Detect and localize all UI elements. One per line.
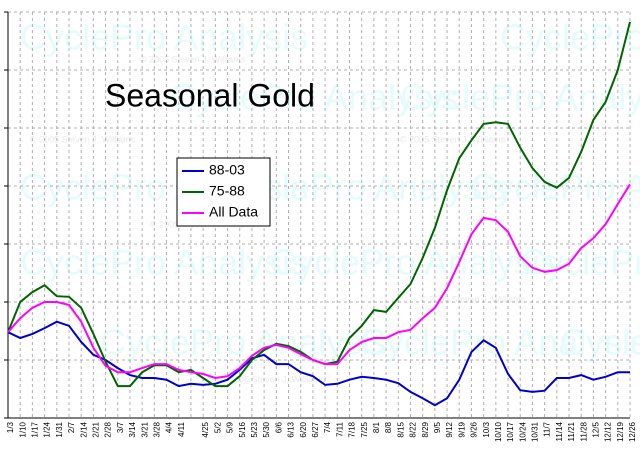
watermark: CyclePro Analysis — [500, 17, 640, 58]
x-tick-label: 8/8 — [384, 421, 393, 433]
x-tick-label: 4/25 — [201, 421, 210, 437]
x-tick-label: 9/5 — [433, 421, 442, 433]
x-tick-label: 4/4 — [165, 421, 174, 433]
copyright: © 2005 Steven J. Williams — [420, 294, 526, 304]
line — [7, 183, 631, 380]
x-tick-label: 1/10 — [18, 421, 27, 437]
legend-label: All Data — [209, 204, 258, 220]
copyright: © 2005 Steven J. Williams — [400, 134, 506, 144]
watermark: CyclePro Analysis — [520, 242, 640, 283]
x-tick-label: 12/12 — [604, 421, 613, 442]
x-tick-label: 12/5 — [592, 421, 601, 437]
x-tick-label: 2/28 — [104, 421, 113, 437]
x-tick-label: 1/17 — [31, 421, 40, 437]
x-tick-label: 6/27 — [311, 421, 320, 437]
x-tick-label: 2/7 — [67, 421, 76, 433]
x-tick-label: 9/19 — [457, 421, 466, 437]
x-tick-label: 5/30 — [262, 421, 271, 437]
x-tick-label: 3/21 — [140, 421, 149, 437]
x-tick-label: 7/25 — [360, 421, 369, 437]
watermark: CyclePro Analysis — [20, 242, 308, 283]
watermark: CyclePro Analysis — [560, 322, 640, 363]
x-tick-label: 8/1 — [372, 421, 381, 433]
x-tick-label: 2/14 — [79, 421, 88, 437]
x-tick-label: 7/11 — [335, 421, 344, 437]
x-tick-label: 3/28 — [152, 421, 161, 437]
x-tick-label: 7/4 — [323, 421, 332, 433]
watermark: CyclePro Analysis — [20, 17, 308, 58]
x-tick-label: 7/18 — [348, 421, 357, 437]
x-tick-label: 11/28 — [579, 421, 588, 441]
x-tick-label: 6/13 — [287, 421, 296, 437]
x-tick-label: 9/26 — [470, 421, 479, 437]
x-tick-label: 5/2 — [213, 421, 222, 433]
line — [7, 320, 630, 407]
legend-label: 88-03 — [209, 162, 245, 178]
copyright: © 2005 Steven J. Williams — [140, 54, 246, 64]
copyright: © 2005 Steven J. Williams — [30, 134, 136, 144]
x-tick-label: 5/23 — [250, 421, 259, 437]
x-tick-label: 10/17 — [506, 421, 515, 442]
x-tick-label: 3/7 — [116, 421, 125, 433]
x-tick-label: 8/15 — [396, 421, 405, 437]
x-tick-label: 5/9 — [226, 421, 235, 433]
x-tick-label: 8/29 — [421, 421, 430, 437]
x-tick-label: 11/7 — [543, 421, 552, 437]
x-tick-label: 4/11 — [177, 421, 186, 437]
x-tick-label: 1/31 — [55, 421, 64, 437]
x-tick-label: 1/24 — [43, 421, 52, 437]
x-tick-label: 12/26 — [628, 421, 637, 442]
copyright: © 2005 Steven J. Williams — [220, 374, 326, 384]
x-tick-label: 9/12 — [445, 421, 454, 437]
x-tick-label: 3/14 — [128, 421, 137, 437]
x-tick-label: 10/3 — [482, 421, 491, 437]
chart-title: Seasonal Gold — [105, 77, 315, 113]
x-tick-label: 6/20 — [299, 421, 308, 437]
x-tick-label: 1/3 — [6, 421, 15, 433]
x-tick-label: 11/14 — [555, 421, 564, 441]
x-tick-label: 11/21 — [567, 421, 576, 441]
x-tick-label: 5/16 — [238, 421, 247, 437]
x-tick-label: 12/19 — [616, 421, 625, 442]
x-tick-label: 10/24 — [518, 421, 527, 442]
legend-label: 75-88 — [209, 183, 245, 199]
x-tick-label: 10/10 — [494, 421, 503, 442]
x-tick-label: 6/6 — [274, 421, 283, 433]
x-tick-label: 10/31 — [531, 421, 540, 442]
x-tick-label: 8/22 — [409, 421, 418, 437]
x-tick-label: 2/21 — [91, 421, 100, 437]
